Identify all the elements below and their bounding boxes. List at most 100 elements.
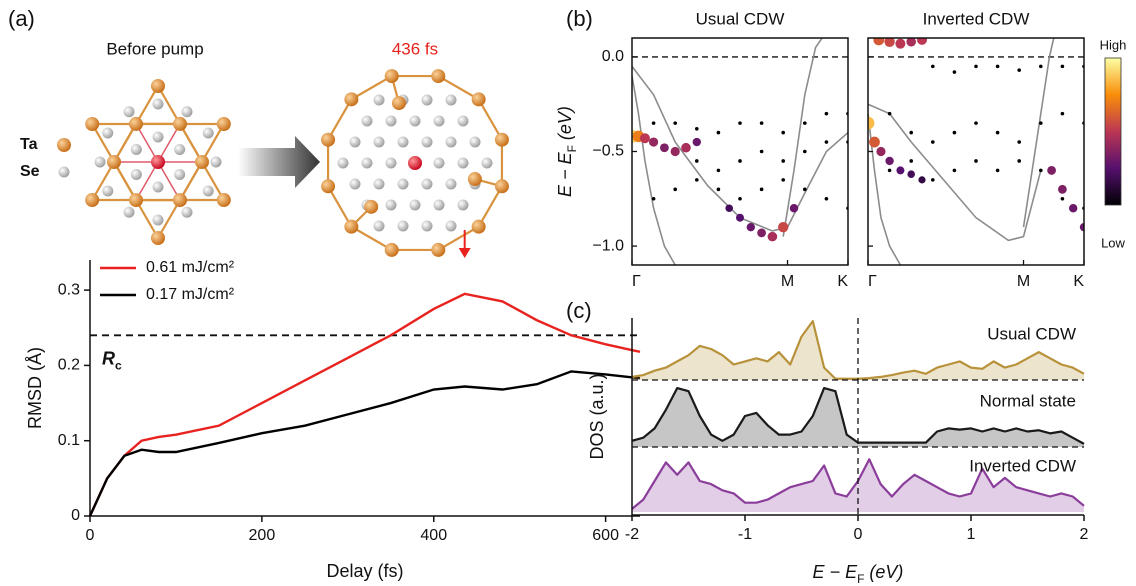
band-point xyxy=(974,64,978,69)
bond xyxy=(179,123,203,163)
se-atom xyxy=(421,136,433,148)
ta-atom xyxy=(471,92,486,107)
se-atom xyxy=(210,156,222,168)
band-point xyxy=(781,130,785,135)
weighted-point xyxy=(681,142,691,153)
series-label: Normal state xyxy=(980,391,1076,410)
se-atom xyxy=(361,115,373,127)
weighted-point xyxy=(1069,204,1078,213)
ta-atom xyxy=(85,193,100,207)
atom-legend: Se xyxy=(20,163,40,180)
weighted-point xyxy=(725,204,733,213)
band-point xyxy=(824,111,829,116)
colorbar-label: High xyxy=(1100,37,1127,52)
bond xyxy=(113,123,137,163)
bond xyxy=(157,161,181,201)
band-point xyxy=(1039,121,1043,125)
weighted-point xyxy=(869,136,880,148)
x-axis-label-part: E − E xyxy=(813,562,859,582)
ta-atom xyxy=(195,155,209,169)
se-atom xyxy=(102,127,114,139)
band-point xyxy=(673,121,677,125)
band-point xyxy=(716,168,721,173)
weighted-point xyxy=(767,231,778,242)
se-atom xyxy=(469,136,481,148)
data-line xyxy=(88,292,641,517)
bond xyxy=(350,75,393,101)
ta-atom xyxy=(344,92,359,107)
bond xyxy=(350,225,393,251)
weighted-point xyxy=(895,38,906,49)
band-point xyxy=(974,121,978,125)
se-atom xyxy=(397,178,409,190)
y-axis-label: DOS (a.u.) xyxy=(587,373,607,459)
se-atom xyxy=(349,136,361,148)
series-label: Usual CDW xyxy=(987,324,1076,343)
se-atom xyxy=(181,106,193,118)
se-atom xyxy=(94,156,106,168)
y-tick-label: −0.5 xyxy=(592,143,624,160)
y-tick-label: 0.3 xyxy=(58,281,80,298)
band-point xyxy=(1039,64,1043,69)
ta-atom xyxy=(85,117,100,131)
band-point xyxy=(759,121,764,125)
bond xyxy=(477,98,503,141)
x-axis-label-part: F xyxy=(857,572,864,586)
band-point xyxy=(695,159,699,163)
x-tick-label: 0 xyxy=(86,527,95,544)
ta-atom xyxy=(151,79,165,93)
band-point xyxy=(695,178,699,182)
weighted-point xyxy=(639,133,650,144)
band-point xyxy=(1017,68,1021,72)
x-tick-label: 200 xyxy=(249,527,276,544)
band-point xyxy=(1060,196,1065,201)
dos-fill xyxy=(632,459,1084,512)
se-atom xyxy=(181,206,193,218)
x-tick-label: -1 xyxy=(738,526,752,543)
band-point xyxy=(1060,64,1065,69)
bond xyxy=(327,98,353,141)
se-atom xyxy=(421,178,433,190)
band-point xyxy=(824,140,829,144)
se-atom xyxy=(409,115,421,127)
ta-atom xyxy=(216,193,231,207)
se-atom xyxy=(481,157,493,169)
band-point xyxy=(695,127,699,131)
weighted-point xyxy=(778,221,789,233)
weighted-point xyxy=(789,204,799,213)
legend-label: 0.17 mJ/cm² xyxy=(146,286,235,303)
band-point xyxy=(952,168,957,173)
x-tick-label: -2 xyxy=(625,526,639,543)
ta-atom xyxy=(151,231,165,245)
band-point xyxy=(1060,111,1065,116)
band-line xyxy=(632,65,848,232)
weighted-point xyxy=(660,143,669,153)
se-atom xyxy=(457,115,469,127)
weighted-point xyxy=(884,38,895,47)
band-line xyxy=(632,75,676,265)
band-point xyxy=(1017,159,1021,163)
se-atom xyxy=(152,181,164,193)
se-atom xyxy=(202,185,214,197)
se-atom xyxy=(385,115,397,127)
plot-frame xyxy=(867,37,1085,266)
band-point xyxy=(931,64,935,69)
y-axis-label-part: F xyxy=(565,145,579,152)
se-atom xyxy=(152,131,164,143)
y-axis-label: E − EF (eV) xyxy=(555,106,579,197)
bond xyxy=(113,161,137,201)
band-point xyxy=(803,121,807,125)
bond xyxy=(477,185,503,228)
y-tick-label: 0.2 xyxy=(58,357,80,374)
x-tick-label: 400 xyxy=(420,527,447,544)
se-atom xyxy=(373,178,385,190)
ta-atom xyxy=(391,96,406,111)
se-atom xyxy=(130,169,142,180)
se-atom xyxy=(433,115,445,127)
series-label: Inverted CDW xyxy=(969,456,1076,475)
ta-atom xyxy=(107,155,121,169)
band-point xyxy=(738,121,742,125)
se-atom xyxy=(123,206,135,218)
band-point xyxy=(909,159,913,163)
band-point xyxy=(995,130,1000,135)
